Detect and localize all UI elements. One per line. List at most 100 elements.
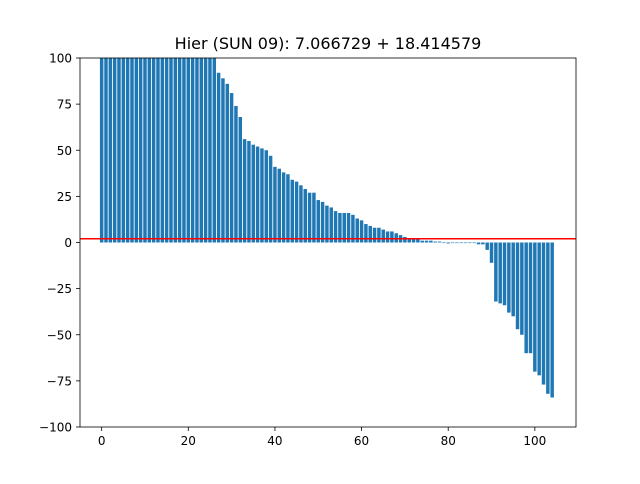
bar — [104, 58, 108, 243]
bar — [450, 242, 455, 244]
bar — [429, 240, 433, 243]
y-tick-label: −100 — [39, 421, 72, 435]
bar — [403, 236, 407, 243]
bar — [390, 231, 394, 243]
y-tick-label: 50 — [57, 144, 72, 158]
bar — [208, 58, 212, 243]
bar — [533, 242, 537, 372]
bar — [199, 58, 204, 243]
bar — [255, 146, 260, 243]
bar — [455, 242, 459, 244]
bar — [411, 238, 416, 243]
bar — [303, 189, 307, 243]
axes-layer: 0 20 40 60 80 100 −100 −75 −50 −25 0 25 50 75 100 — [39, 52, 577, 448]
bar — [372, 227, 377, 243]
bar — [420, 240, 424, 243]
bar — [169, 58, 173, 243]
bar — [212, 58, 217, 243]
bar — [225, 83, 230, 243]
bar — [502, 242, 507, 306]
bar — [229, 93, 234, 243]
bar — [251, 144, 256, 243]
bar — [346, 212, 351, 243]
y-tick-label: 25 — [57, 190, 72, 204]
bar — [290, 179, 294, 243]
bar — [368, 225, 372, 243]
bar — [307, 192, 312, 243]
bar — [151, 58, 156, 243]
bar — [264, 150, 269, 243]
y-tick-label: −75 — [47, 374, 72, 388]
bar — [164, 58, 169, 243]
bar — [511, 242, 515, 317]
bar — [364, 224, 368, 243]
bar — [437, 241, 442, 243]
bar — [550, 242, 554, 398]
bar — [325, 205, 329, 243]
bar — [130, 58, 134, 243]
bar — [299, 185, 303, 243]
bar — [489, 242, 494, 263]
x-tick-label: 80 — [441, 434, 456, 448]
bar — [433, 241, 437, 243]
bar — [143, 58, 147, 243]
bar — [407, 238, 411, 243]
bar — [247, 141, 251, 243]
x-tick-label: 20 — [181, 434, 196, 448]
bar — [221, 78, 225, 243]
bar — [476, 242, 481, 245]
bar — [99, 58, 104, 243]
bar — [333, 211, 338, 243]
bar — [238, 117, 243, 243]
bar — [424, 240, 429, 243]
bar — [515, 242, 520, 330]
bar — [203, 58, 208, 243]
bar — [485, 242, 489, 250]
bar — [520, 242, 524, 335]
bar — [138, 58, 143, 243]
bar — [312, 192, 316, 243]
bar — [156, 58, 160, 243]
bar — [268, 155, 273, 243]
x-tick-label: 100 — [523, 434, 546, 448]
bar — [507, 242, 511, 313]
bar — [498, 242, 502, 304]
bar — [108, 58, 113, 243]
bar — [273, 166, 277, 243]
bar — [342, 212, 346, 243]
bar — [112, 58, 117, 243]
bar — [125, 58, 130, 243]
bar — [294, 181, 299, 243]
y-tick-label: 75 — [57, 98, 72, 112]
bar — [234, 105, 238, 243]
x-tick-label: 40 — [267, 434, 282, 448]
bar — [182, 58, 186, 243]
bar — [338, 212, 342, 243]
bar — [134, 58, 139, 243]
bar — [351, 214, 355, 243]
bar — [242, 139, 247, 243]
x-tick-label: 0 — [98, 434, 106, 448]
bar — [416, 238, 420, 243]
bar — [442, 242, 446, 244]
bar — [546, 242, 550, 394]
bars-layer — [99, 58, 554, 398]
bar — [177, 58, 182, 243]
bar — [524, 242, 528, 354]
x-tick-label: 60 — [354, 434, 369, 448]
bar — [537, 242, 541, 376]
y-tick-label: 0 — [64, 236, 72, 250]
bar — [190, 58, 195, 243]
bar — [381, 229, 385, 243]
bar — [377, 227, 381, 243]
bar — [173, 58, 178, 243]
bar — [329, 207, 333, 243]
chart-title: Hier (SUN 09): 7.066729 + 18.414579 — [175, 34, 482, 53]
bar — [468, 242, 472, 244]
bar — [394, 233, 398, 243]
bar — [277, 168, 281, 243]
bar — [446, 242, 450, 244]
